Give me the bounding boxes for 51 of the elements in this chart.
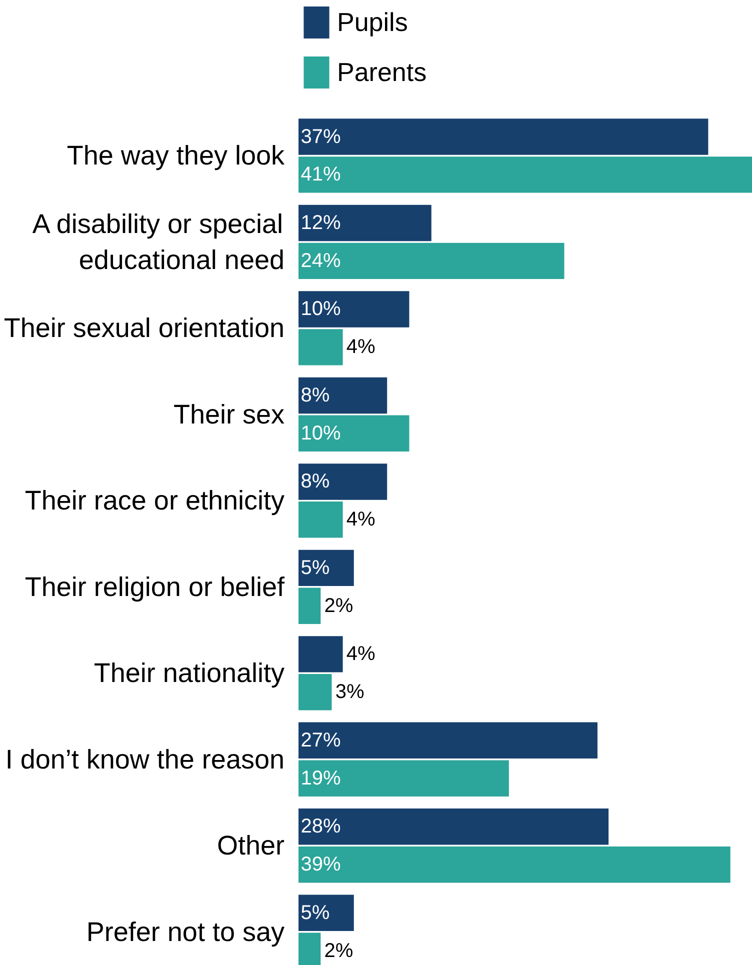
bar — [298, 502, 343, 538]
y-tick-label: Their sexual orientation — [4, 313, 285, 344]
data-label: 3% — [335, 681, 364, 704]
bar — [298, 156, 752, 193]
bar — [298, 894, 354, 932]
data-label: 24% — [300, 250, 342, 272]
bar — [298, 550, 354, 586]
data-label: 8% — [300, 384, 330, 406]
data-label: 41% — [300, 164, 342, 186]
legend-label: Pupils — [337, 6, 408, 38]
y-tick-label: A disability or special educational need — [32, 208, 285, 275]
y-tick-label: Their religion or belief — [24, 572, 285, 602]
bar — [298, 674, 332, 710]
data-label: 8% — [300, 470, 330, 493]
y-tick-label: The way they look — [66, 140, 285, 171]
bar — [298, 760, 509, 796]
data-label: 4% — [346, 508, 376, 531]
data-label: 5% — [300, 556, 330, 579]
bar — [298, 846, 730, 883]
bar — [298, 808, 609, 845]
bar — [298, 242, 564, 280]
data-label: 4% — [346, 336, 376, 358]
y-tick-label: Prefer not to say — [86, 916, 285, 947]
y-tick-label: Other — [216, 830, 285, 861]
data-label: 19% — [300, 767, 342, 790]
data-label: 2% — [324, 594, 354, 617]
bar — [298, 291, 410, 328]
data-label: 12% — [300, 212, 342, 234]
data-label: 39% — [300, 854, 342, 876]
y-tick-label: Their race or ethnicity — [24, 486, 285, 516]
bar — [298, 415, 410, 452]
data-label: 4% — [346, 643, 376, 666]
data-label: 37% — [300, 126, 342, 148]
y-tick-label: Their sex — [173, 399, 285, 430]
data-label: 2% — [324, 940, 354, 962]
bar — [298, 377, 388, 414]
y-tick-label: I don’t know the reason — [5, 744, 285, 774]
bar — [298, 204, 432, 242]
data-label: 28% — [300, 816, 342, 838]
bar — [298, 636, 343, 672]
data-label: 27% — [300, 729, 342, 752]
bar — [298, 464, 388, 500]
data-label: 10% — [300, 422, 342, 444]
data-label: 5% — [300, 902, 330, 924]
y-tick-label: Their nationality — [94, 658, 285, 688]
bar — [298, 118, 708, 155]
legend-label: Parents — [337, 56, 427, 88]
bar — [298, 588, 321, 624]
bar — [298, 329, 343, 366]
data-label: 10% — [300, 298, 342, 320]
bar — [298, 722, 598, 759]
